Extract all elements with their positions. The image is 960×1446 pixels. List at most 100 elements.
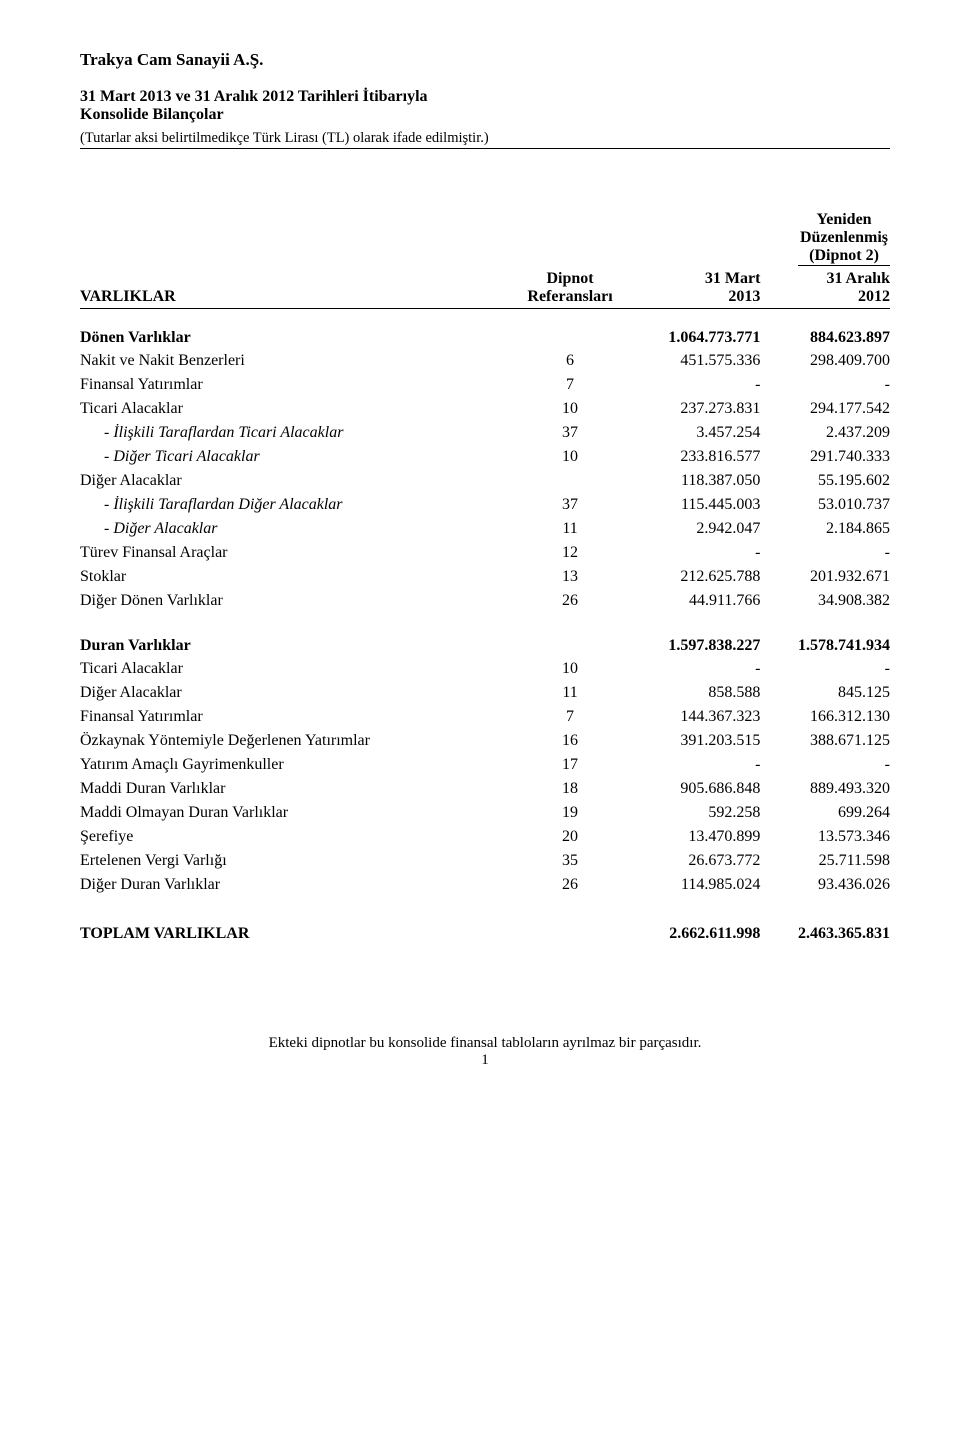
row-label: Stoklar <box>80 565 517 589</box>
hdr-col2: 31 Aralık 2012 <box>760 268 890 309</box>
row-label: Nakit ve Nakit Benzerleri <box>80 349 517 373</box>
row-ref: 7 <box>517 705 622 729</box>
row-ref: 20 <box>517 825 622 849</box>
section-duran-header: Duran Varlıklar 1.597.838.227 1.578.741.… <box>80 613 890 657</box>
table-row: Maddi Olmayan Duran Varlıklar19592.25869… <box>80 801 890 825</box>
restated-header: Yeniden Düzenlenmiş (Dipnot 2) <box>798 211 890 266</box>
table-row: Şerefiye2013.470.89913.573.346 <box>80 825 890 849</box>
row-v1: 3.457.254 <box>623 421 761 445</box>
row-v1: 451.575.336 <box>623 349 761 373</box>
table-row: Stoklar13212.625.788201.932.671 <box>80 565 890 589</box>
row-v2: 845.125 <box>760 681 890 705</box>
row-label: Finansal Yatırımlar <box>80 373 517 397</box>
row-ref: 12 <box>517 541 622 565</box>
currency-note: (Tutarlar aksi belirtilmedikçe Türk Lira… <box>80 130 890 149</box>
row-v2: 13.573.346 <box>760 825 890 849</box>
company-name: Trakya Cam Sanayii A.Ş. <box>80 50 890 70</box>
row-v1: 592.258 <box>623 801 761 825</box>
table-row: - Diğer Alacaklar112.942.0472.184.865 <box>80 517 890 541</box>
subtitle-line-1: 31 Mart 2013 ve 31 Aralık 2012 Tarihleri… <box>80 88 890 106</box>
row-label: Diğer Dönen Varlıklar <box>80 589 517 613</box>
row-v1: 212.625.788 <box>623 565 761 589</box>
restated-l1: Yeniden <box>816 211 871 228</box>
table-row: Nakit ve Nakit Benzerleri6451.575.336298… <box>80 349 890 373</box>
row-ref: 11 <box>517 681 622 705</box>
section-donen-header: Dönen Varlıklar 1.064.773.771 884.623.89… <box>80 309 890 350</box>
row-ref: 6 <box>517 349 622 373</box>
balance-sheet-table: Yeniden Düzenlenmiş (Dipnot 2) VARLIKLAR… <box>80 209 890 945</box>
table-row: Ertelenen Vergi Varlığı3526.673.77225.71… <box>80 849 890 873</box>
row-v1: 905.686.848 <box>623 777 761 801</box>
table-row: Özkaynak Yöntemiyle Değerlenen Yatırımla… <box>80 729 890 753</box>
row-label: Şerefiye <box>80 825 517 849</box>
row-ref: 37 <box>517 421 622 445</box>
row-label: Maddi Duran Varlıklar <box>80 777 517 801</box>
row-v2: - <box>760 753 890 777</box>
row-v1: 144.367.323 <box>623 705 761 729</box>
hdr-ref: Dipnot Referansları <box>517 268 622 309</box>
row-label: - Diğer Ticari Alacaklar <box>80 445 517 469</box>
row-ref: 13 <box>517 565 622 589</box>
row-ref: 10 <box>517 397 622 421</box>
hdr-c2-l2: 2012 <box>858 288 890 305</box>
table-row: Diğer Dönen Varlıklar2644.911.76634.908.… <box>80 589 890 613</box>
row-label: Maddi Olmayan Duran Varlıklar <box>80 801 517 825</box>
row-v1: - <box>623 541 761 565</box>
row-label: Ticari Alacaklar <box>80 397 517 421</box>
hdr-ref-l1: Dipnot <box>546 270 593 287</box>
row-v1: 44.911.766 <box>623 589 761 613</box>
row-ref: 10 <box>517 657 622 681</box>
row-v1: 13.470.899 <box>623 825 761 849</box>
row-v1: 2.942.047 <box>623 517 761 541</box>
row-v2: - <box>760 541 890 565</box>
s2-header-v1: 1.597.838.227 <box>623 613 761 657</box>
s1-header-label: Dönen Varlıklar <box>80 309 517 350</box>
hdr-varliklar: VARLIKLAR <box>80 268 517 309</box>
row-v1: 115.445.003 <box>623 493 761 517</box>
row-v2: - <box>760 373 890 397</box>
row-v2: 25.711.598 <box>760 849 890 873</box>
row-ref: 35 <box>517 849 622 873</box>
row-label: Diğer Alacaklar <box>80 469 517 493</box>
row-v1: 858.588 <box>623 681 761 705</box>
row-v1: 233.816.577 <box>623 445 761 469</box>
page-number: 1 <box>80 1052 890 1069</box>
row-v2: 93.436.026 <box>760 873 890 897</box>
row-label: Yatırım Amaçlı Gayrimenkuller <box>80 753 517 777</box>
restated-l3: (Dipnot 2) <box>809 247 879 264</box>
row-label: - Diğer Alacaklar <box>80 517 517 541</box>
row-ref: 16 <box>517 729 622 753</box>
row-v2: 2.437.209 <box>760 421 890 445</box>
row-ref: 11 <box>517 517 622 541</box>
row-ref: 26 <box>517 873 622 897</box>
table-row: Yatırım Amaçlı Gayrimenkuller17-- <box>80 753 890 777</box>
table-row: Ticari Alacaklar10-- <box>80 657 890 681</box>
row-v1: 114.985.024 <box>623 873 761 897</box>
table-row: Ticari Alacaklar10237.273.831294.177.542 <box>80 397 890 421</box>
row-ref: 26 <box>517 589 622 613</box>
table-row: - İlişkili Taraflardan Ticari Alacaklar3… <box>80 421 890 445</box>
total-v2: 2.463.365.831 <box>760 897 890 945</box>
table-row: Finansal Yatırımlar7-- <box>80 373 890 397</box>
row-v2: 294.177.542 <box>760 397 890 421</box>
subtitle-block: 31 Mart 2013 ve 31 Aralık 2012 Tarihleri… <box>80 88 890 124</box>
row-label: - İlişkili Taraflardan Ticari Alacaklar <box>80 421 517 445</box>
total-v1: 2.662.611.998 <box>623 897 761 945</box>
row-v2: 2.184.865 <box>760 517 890 541</box>
row-v1: 391.203.515 <box>623 729 761 753</box>
row-v2: 166.312.130 <box>760 705 890 729</box>
row-label: Diğer Duran Varlıklar <box>80 873 517 897</box>
restated-l2: Düzenlenmiş <box>800 229 888 246</box>
row-label: Ticari Alacaklar <box>80 657 517 681</box>
s1-header-v1: 1.064.773.771 <box>623 309 761 350</box>
row-ref: 19 <box>517 801 622 825</box>
hdr-c2-l1: 31 Aralık <box>826 270 890 287</box>
row-ref: 17 <box>517 753 622 777</box>
footer-note: Ekteki dipnotlar bu konsolide finansal t… <box>80 1035 890 1052</box>
table-row: Diğer Alacaklar11858.588845.125 <box>80 681 890 705</box>
table-row: Diğer Alacaklar118.387.05055.195.602 <box>80 469 890 493</box>
row-ref <box>517 469 622 493</box>
row-v2: 53.010.737 <box>760 493 890 517</box>
row-v2: - <box>760 657 890 681</box>
row-label: Özkaynak Yöntemiyle Değerlenen Yatırımla… <box>80 729 517 753</box>
